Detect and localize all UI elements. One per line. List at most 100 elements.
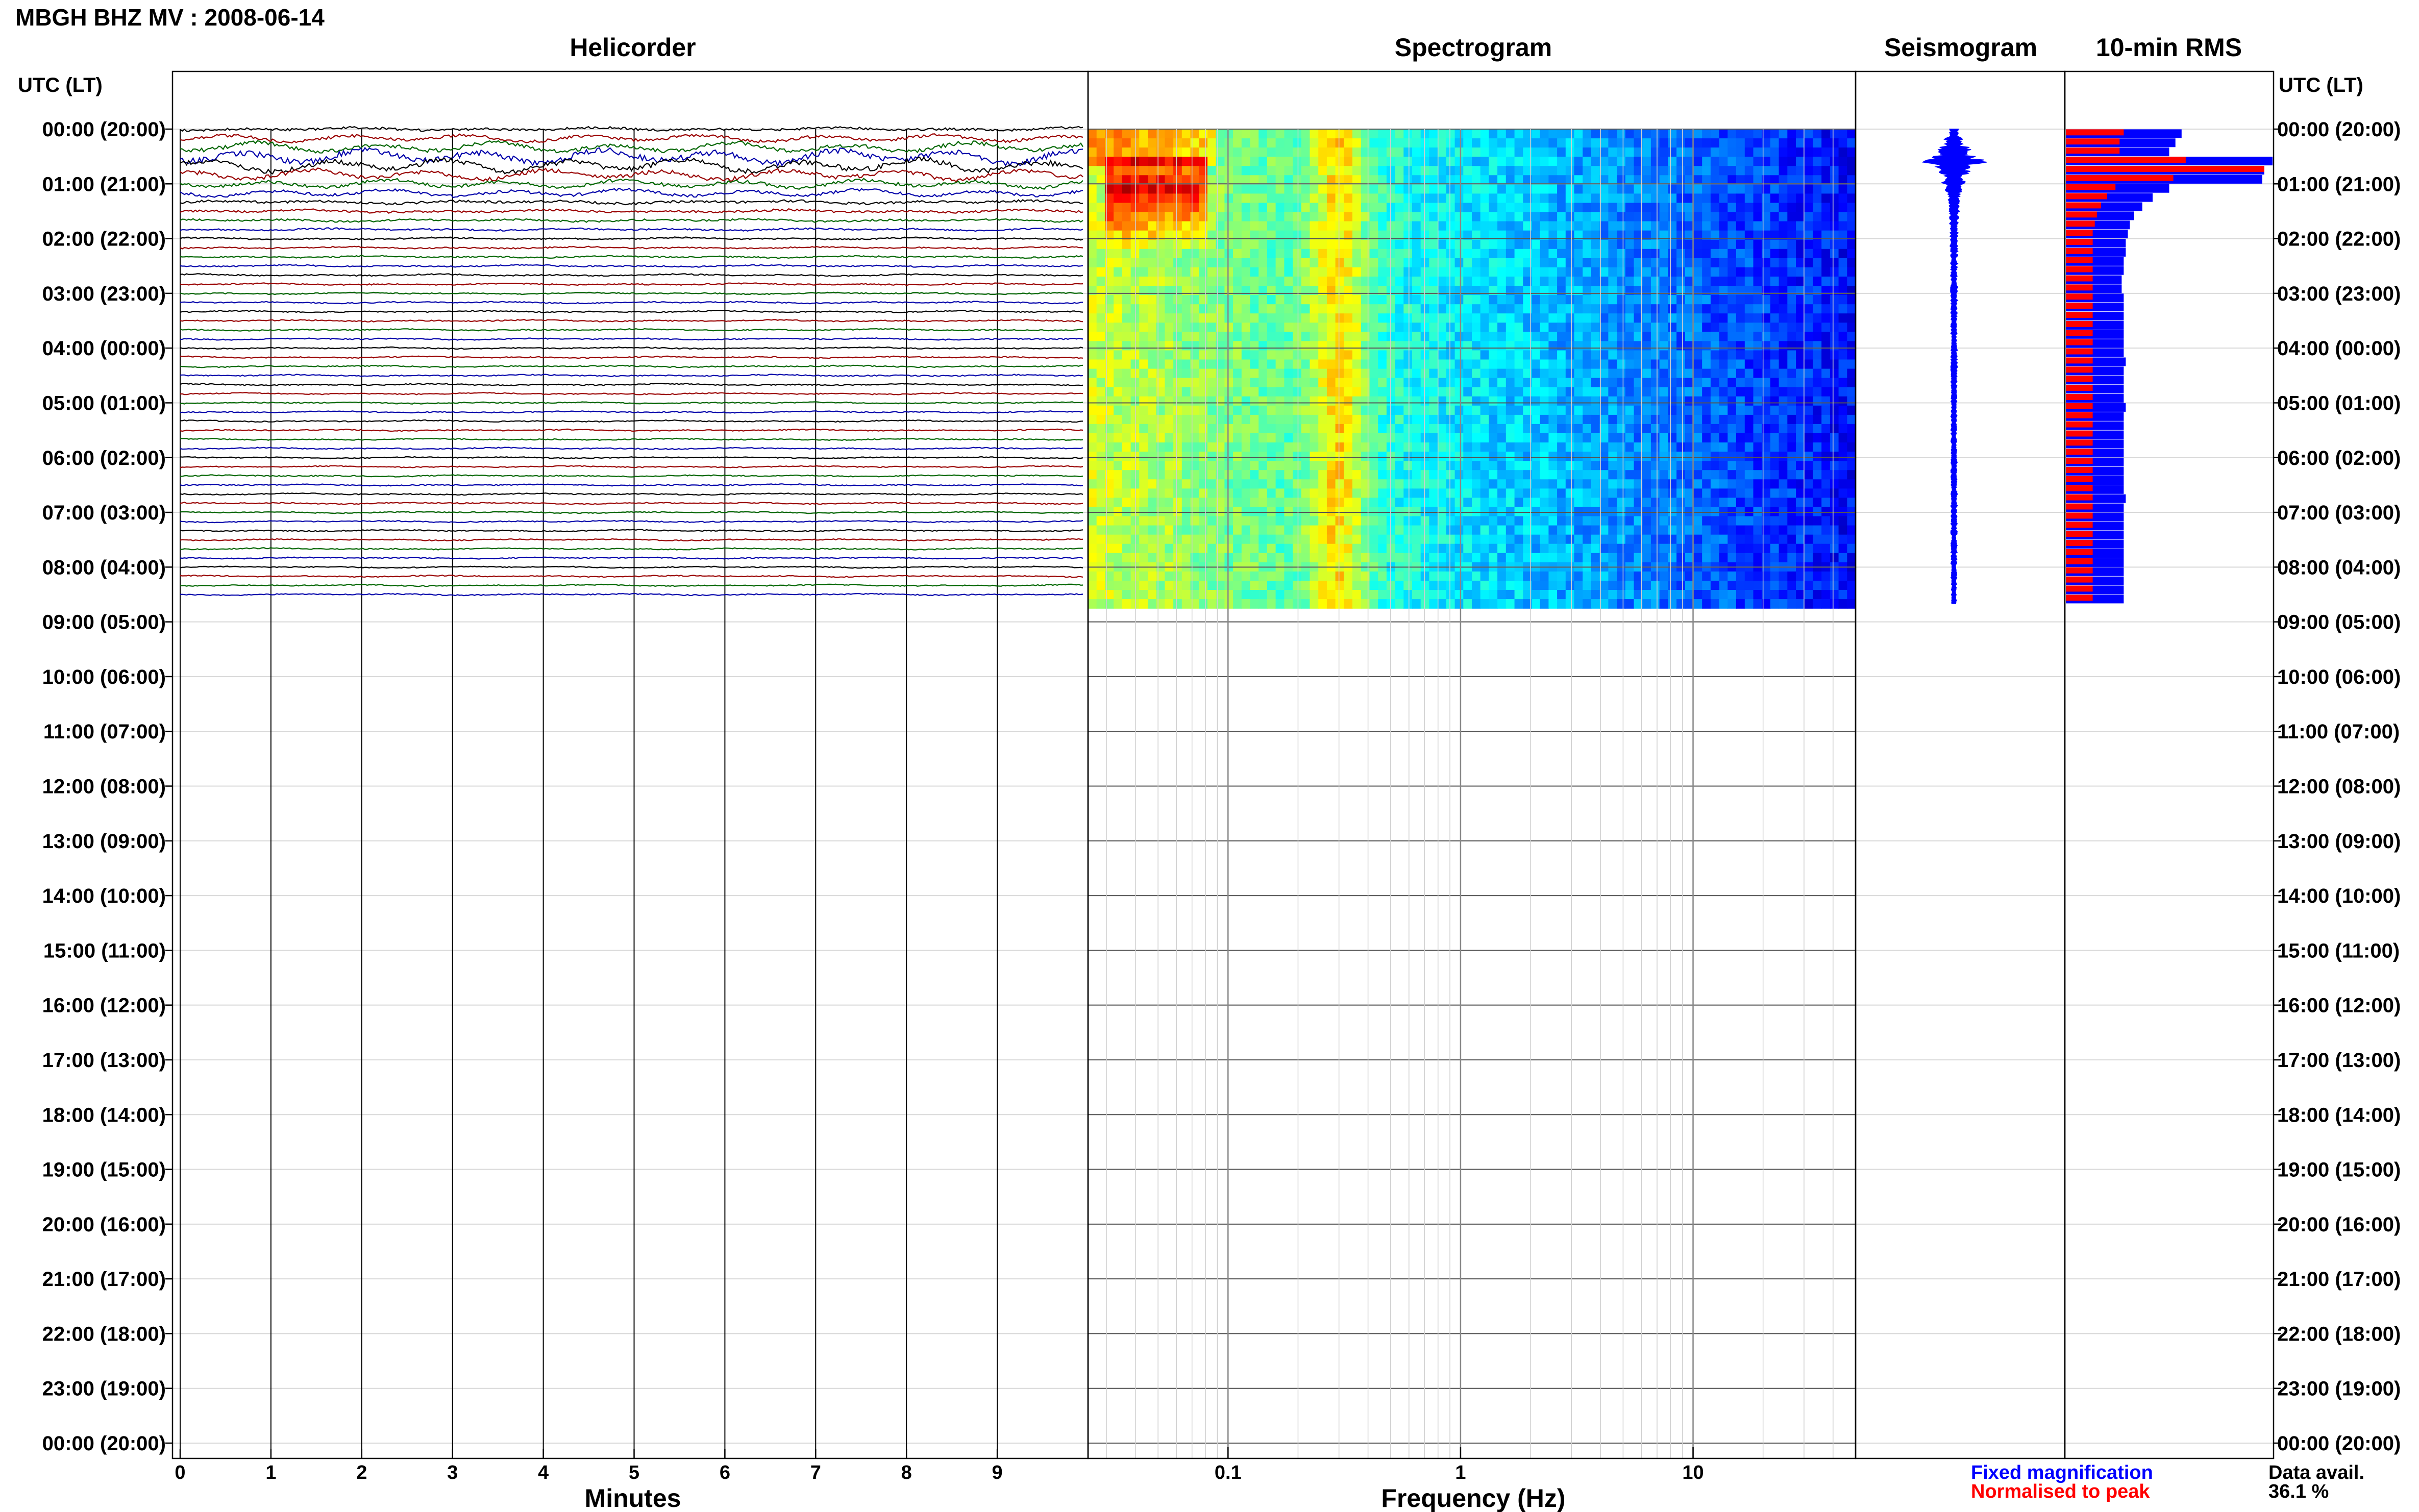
spectrogram-cell	[1165, 488, 1174, 499]
spectrogram-cell	[1591, 424, 1600, 434]
spectrogram-cell	[1293, 239, 1302, 250]
spectrogram-cell	[1344, 193, 1353, 204]
rms-bar-normalised	[2066, 394, 2093, 400]
spectrogram-cell	[1668, 138, 1677, 148]
spectrogram-cell	[1770, 470, 1780, 480]
spectrogram-cell	[1514, 368, 1523, 379]
spectrogram-cell	[1156, 470, 1165, 480]
spectrogram-cell	[1165, 295, 1174, 305]
time-axis-header-left: UTC (LT)	[18, 74, 103, 96]
spectrogram-cell	[1301, 267, 1311, 277]
spectrogram-cell	[1634, 525, 1643, 535]
spectrogram-cell	[1463, 166, 1472, 176]
spectrogram-cell	[1207, 461, 1217, 470]
hour-label-right: 00:00 (20:00)	[2277, 118, 2401, 141]
rms-bar-normalised	[2066, 138, 2120, 145]
spectrogram-cell	[1821, 166, 1831, 176]
spectrogram-cell	[1727, 470, 1737, 480]
spectrogram-cell	[1335, 258, 1344, 268]
spectrogram-cell	[1548, 516, 1558, 526]
spectrogram-cell	[1326, 239, 1336, 250]
spectrogram-cell	[1736, 341, 1745, 351]
spectrogram-cell	[1386, 442, 1396, 452]
spectrogram-cell	[1625, 267, 1635, 277]
spectrogram-cell	[1284, 129, 1293, 139]
spectrogram-cell	[1130, 157, 1140, 166]
spectrogram-cell	[1284, 230, 1293, 240]
spectrogram-cell	[1105, 129, 1114, 139]
spectrogram-cell	[1523, 295, 1532, 305]
spectrogram-cell	[1429, 516, 1438, 526]
spectrogram-cell	[1719, 433, 1728, 443]
spectrogram-cell	[1634, 452, 1643, 461]
spectrogram-cell	[1599, 553, 1609, 563]
spectrogram-cell	[1548, 359, 1558, 369]
spectrogram-cell	[1165, 543, 1174, 554]
spectrogram-cell	[1199, 221, 1208, 231]
spectrogram-cell	[1830, 590, 1839, 600]
spectrogram-cell	[1395, 295, 1404, 305]
spectrogram-cell	[1565, 193, 1575, 204]
spectrogram-cell	[1114, 571, 1123, 581]
spectrogram-cell	[1727, 571, 1737, 581]
spectrogram-cell	[1181, 166, 1191, 176]
spectrogram-cell	[1583, 543, 1592, 554]
spectrogram-cell	[1275, 433, 1285, 443]
spectrogram-cell	[1787, 396, 1796, 406]
spectrogram-cell	[1207, 230, 1217, 240]
spectrogram-cell	[1804, 193, 1813, 204]
spectrogram-cell	[1762, 516, 1771, 526]
spectrogram-cell	[1685, 147, 1694, 157]
spectrogram-cell	[1625, 470, 1635, 480]
spectrogram-cell	[1650, 203, 1660, 213]
spectrogram-cell	[1395, 313, 1404, 323]
spectrogram-cell	[1454, 341, 1464, 351]
spectrogram-cell	[1710, 267, 1720, 277]
spectrogram-cell	[1497, 507, 1507, 517]
spectrogram-cell	[1574, 590, 1583, 600]
spectrogram-cell	[1207, 203, 1217, 213]
spectrogram-cell	[1241, 184, 1251, 194]
spectrogram-cell	[1463, 258, 1472, 268]
spectrogram-cell	[1369, 470, 1378, 480]
spectrogram-cell	[1804, 147, 1813, 157]
spectrogram-cell	[1216, 221, 1225, 231]
spectrogram-cell	[1386, 414, 1396, 425]
spectrogram-cell	[1293, 221, 1302, 231]
spectrogram-cell	[1736, 525, 1745, 535]
spectrogram-cell	[1719, 286, 1728, 295]
spectrogram-cell	[1497, 249, 1507, 259]
spectrogram-cell	[1352, 267, 1362, 277]
spectrogram-cell	[1489, 516, 1498, 526]
spectrogram-cell	[1514, 534, 1523, 544]
spectrogram-cell	[1216, 212, 1225, 222]
spectrogram-cell	[1625, 239, 1635, 250]
spectrogram-cell	[1821, 129, 1831, 139]
spectrogram-cell	[1557, 203, 1566, 213]
spectrogram-cell	[1599, 461, 1609, 470]
spectrogram-cell	[1736, 424, 1745, 434]
spectrogram-cell	[1224, 424, 1233, 434]
spectrogram-cell	[1634, 138, 1643, 148]
spectrogram-cell	[1838, 507, 1847, 517]
spectrogram-cell	[1369, 295, 1378, 305]
spectrogram-cell	[1233, 581, 1242, 590]
spectrogram-cell	[1813, 267, 1822, 277]
spectrogram-cell	[1608, 295, 1617, 305]
spectrogram-cell	[1105, 166, 1114, 176]
spectrogram-cell	[1591, 323, 1600, 332]
spectrogram-cell	[1489, 313, 1498, 323]
spectrogram-cell	[1335, 571, 1344, 581]
spectrogram-cell	[1642, 166, 1651, 176]
spectrogram-cell	[1165, 249, 1174, 259]
spectrogram-cell	[1165, 590, 1174, 600]
spectrogram-cell	[1165, 277, 1174, 286]
rms-bar-normalised	[2066, 239, 2093, 245]
spectrogram-cell	[1454, 323, 1464, 332]
spectrogram-cell	[1420, 534, 1429, 544]
spectrogram-cell	[1446, 323, 1455, 332]
spectrogram-cell	[1199, 461, 1208, 470]
spectrogram-cell	[1293, 230, 1302, 240]
spectrogram-cell	[1096, 203, 1105, 213]
spectrogram-cell	[1617, 498, 1626, 508]
